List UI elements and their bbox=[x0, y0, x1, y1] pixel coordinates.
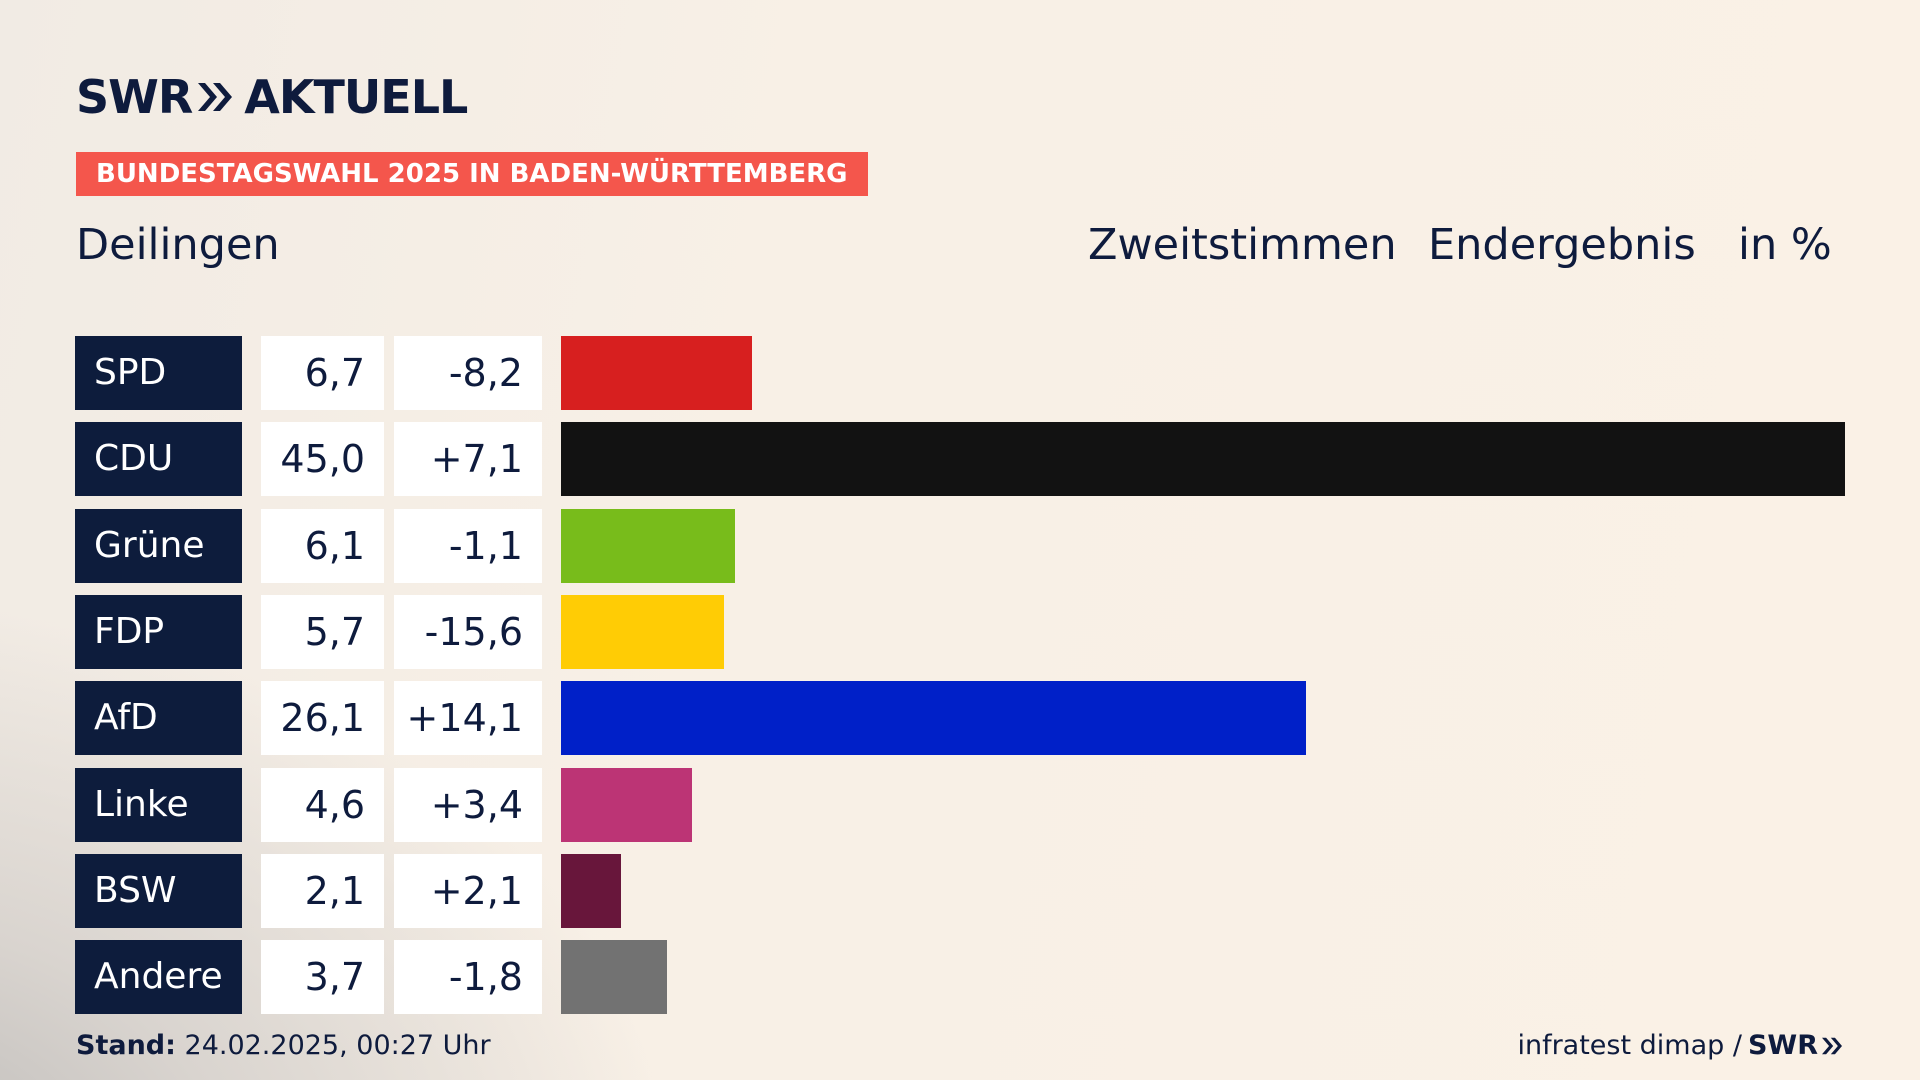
vote-share-value: 6,1 bbox=[261, 508, 384, 583]
source-text: infratest dimap / bbox=[1517, 1030, 1742, 1061]
result-row: Grüne 6,1 -1,1 bbox=[0, 508, 1920, 583]
stand-value: 24.02.2025, 00:27 Uhr bbox=[184, 1030, 491, 1061]
vote-share-value: 6,7 bbox=[261, 336, 384, 410]
bar-fdp bbox=[561, 594, 724, 669]
vote-share-value: 3,7 bbox=[261, 940, 384, 1015]
vote-change-value: +14,1 bbox=[394, 681, 542, 756]
vote-share-value: 26,1 bbox=[261, 681, 384, 756]
result-row: Linke 4,6 +3,4 bbox=[0, 767, 1920, 842]
result-row: BSW 2,1 +2,1 bbox=[0, 853, 1920, 928]
source-brand: SWR bbox=[1748, 1030, 1844, 1061]
source-brand-text: SWR bbox=[1747, 1030, 1818, 1061]
result-row: Andere 3,7 -1,8 bbox=[0, 940, 1920, 1015]
party-label: Andere bbox=[75, 940, 242, 1015]
place-title: Deilingen bbox=[76, 220, 280, 270]
bar-afd bbox=[561, 681, 1306, 756]
vote-share-value: 45,0 bbox=[261, 422, 384, 497]
party-label: SPD bbox=[75, 336, 242, 410]
swr-aktuell-logo: SWR AKTUELL bbox=[76, 70, 468, 124]
vote-share-value: 5,7 bbox=[261, 594, 384, 669]
vote-change-value: -8,2 bbox=[394, 336, 542, 410]
bar-spd bbox=[561, 336, 753, 410]
party-label: CDU bbox=[75, 422, 242, 497]
bar-andere bbox=[561, 940, 667, 1015]
bar-grne bbox=[561, 508, 736, 583]
logo-swr-text: SWR bbox=[76, 70, 193, 124]
bar-linke bbox=[561, 767, 693, 842]
result-row: FDP 5,7 -15,6 bbox=[0, 594, 1920, 669]
party-label: FDP bbox=[75, 594, 242, 669]
header-vote-type: Zweitstimmen bbox=[1088, 220, 1397, 270]
party-label: AfD bbox=[75, 681, 242, 756]
header-unit: in % bbox=[1738, 220, 1832, 270]
bar-bsw bbox=[561, 853, 621, 928]
header-status: Endergebnis bbox=[1428, 220, 1696, 270]
vote-change-value: +3,4 bbox=[394, 767, 542, 842]
result-row: SPD 6,7 -8,2 bbox=[0, 336, 1920, 410]
vote-share-value: 2,1 bbox=[261, 853, 384, 928]
vote-change-value: +7,1 bbox=[394, 422, 542, 497]
source-credit: infratest dimap / SWR bbox=[1517, 1030, 1844, 1061]
party-label: Grüne bbox=[75, 508, 242, 583]
vote-share-value: 4,6 bbox=[261, 767, 384, 842]
stand-label: Stand: bbox=[76, 1030, 176, 1061]
party-label: Linke bbox=[75, 767, 242, 842]
vote-change-value: -1,8 bbox=[394, 940, 542, 1015]
timestamp: Stand: 24.02.2025, 00:27 Uhr bbox=[76, 1030, 491, 1061]
vote-change-value: -15,6 bbox=[394, 594, 542, 669]
bar-cdu bbox=[561, 422, 1845, 497]
vote-change-value: +2,1 bbox=[394, 853, 542, 928]
double-chevron-icon bbox=[1822, 1037, 1842, 1054]
party-label: BSW bbox=[75, 853, 242, 928]
logo-aktuell-text: AKTUELL bbox=[244, 70, 468, 124]
double-chevron-icon bbox=[196, 80, 234, 114]
vote-change-value: -1,1 bbox=[394, 508, 542, 583]
result-row: CDU 45,0 +7,1 bbox=[0, 422, 1920, 497]
result-row: AfD 26,1 +14,1 bbox=[0, 681, 1920, 756]
topic-badge: BUNDESTAGSWAHL 2025 IN BADEN-WÜRTTEMBERG bbox=[76, 152, 868, 196]
